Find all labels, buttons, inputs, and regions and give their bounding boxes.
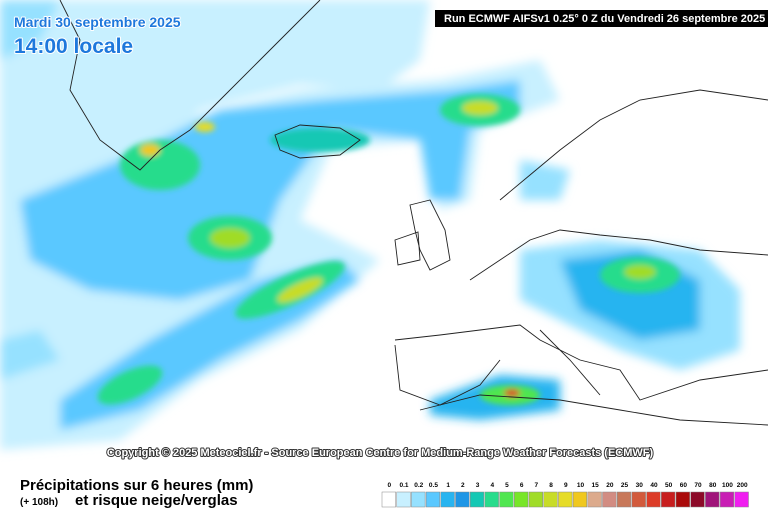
legend-swatch xyxy=(469,491,485,508)
legend: 0 0.1 0.2 0.5 1 2 3 4 5 6 7 8 9 10 15 20 25 30 40 50 60 70 80 1… xyxy=(381,482,749,508)
legend-swatch xyxy=(661,491,676,508)
legend-swatch xyxy=(558,491,573,508)
legend-swatch xyxy=(690,491,705,508)
legend-label: 5 xyxy=(505,482,509,489)
run-banner xyxy=(435,10,768,27)
legend-swatch xyxy=(425,491,441,508)
legend-label: 50 xyxy=(665,482,673,489)
legend-label: 3 xyxy=(476,482,480,489)
legend-label: 70 xyxy=(694,482,702,489)
legend-swatch xyxy=(484,491,499,508)
legend-label: 1 xyxy=(446,482,450,489)
legend-label: 10 xyxy=(577,482,585,489)
legend-swatch xyxy=(499,491,514,508)
legend-swatch xyxy=(455,491,470,508)
legend-label: 80 xyxy=(709,482,717,489)
legend-swatch xyxy=(719,491,735,508)
legend-label: 7 xyxy=(535,482,539,489)
legend-swatch xyxy=(734,491,749,508)
legend-swatch xyxy=(440,491,455,508)
legend-swatch xyxy=(543,491,558,508)
legend-label: 200 xyxy=(737,482,748,489)
legend-swatch xyxy=(631,491,646,508)
legend-swatch xyxy=(411,491,426,508)
legend-label: 2 xyxy=(461,482,465,489)
legend-swatch xyxy=(514,491,529,508)
footer-subtitle: et risque neige/verglas xyxy=(75,492,238,509)
precipitation-core xyxy=(97,94,680,405)
legend-label: 0 xyxy=(388,482,392,489)
legend-label: 40 xyxy=(650,482,658,489)
legend-label: 0.2 xyxy=(414,482,423,489)
legend-swatch xyxy=(675,491,690,508)
legend-swatch xyxy=(646,491,661,508)
forecast-lead: (+ 108h) xyxy=(20,497,58,508)
run-info: Run ECMWF AIFSv1 0.25° 0 Z du Vendredi 2… xyxy=(444,13,765,25)
legend-label: 0.5 xyxy=(429,482,438,489)
legend-swatch xyxy=(381,491,396,508)
legend-swatch xyxy=(602,491,617,508)
legend-swatch xyxy=(705,491,720,508)
legend-label: 6 xyxy=(520,482,524,489)
forecast-time: 14:00 locale xyxy=(14,35,133,58)
coastlines xyxy=(59,0,768,426)
legend-swatch xyxy=(587,491,602,508)
copyright: Copyright © 2025 Meteociel.fr - Source E… xyxy=(107,447,654,459)
legend-label: 4 xyxy=(490,482,494,489)
legend-label: 15 xyxy=(592,482,600,489)
forecast-date: Mardi 30 septembre 2025 xyxy=(14,14,181,30)
legend-label: 30 xyxy=(636,482,644,489)
legend-swatch xyxy=(528,491,543,508)
legend-swatch xyxy=(572,491,588,508)
legend-swatch xyxy=(396,491,411,508)
legend-label: 9 xyxy=(564,482,568,489)
legend-label: 0.1 xyxy=(400,482,409,489)
legend-label: 8 xyxy=(549,482,553,489)
legend-swatch xyxy=(616,491,632,508)
legend-label: 25 xyxy=(621,482,629,489)
legend-label: 20 xyxy=(606,482,614,489)
legend-label: 60 xyxy=(680,482,688,489)
footer-title: Précipitations sur 6 heures (mm) xyxy=(20,477,253,494)
legend-label: 100 xyxy=(722,482,733,489)
